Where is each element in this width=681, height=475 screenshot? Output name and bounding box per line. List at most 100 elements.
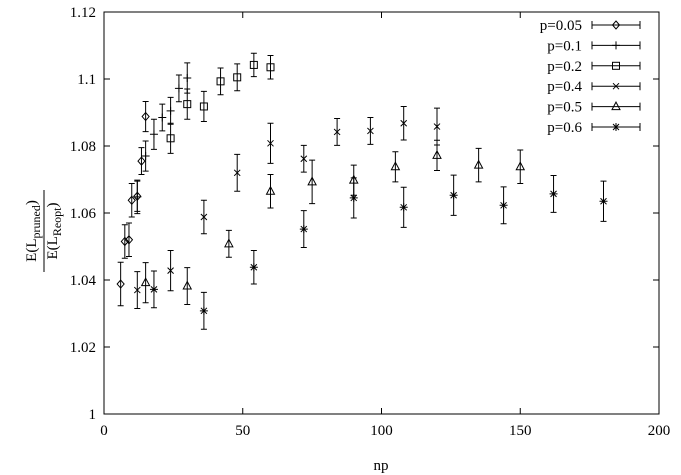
legend: p=0.05 p=0.1 p=0.2 p=0.4 p=0.5 p=0.6 — [540, 18, 641, 136]
diamond-marker — [141, 111, 150, 122]
legend-label: p=0.6 — [547, 120, 582, 136]
x-tick-label: 0 — [100, 423, 108, 439]
data-point — [599, 180, 608, 222]
cross-marker — [200, 213, 208, 221]
data-point — [499, 186, 508, 225]
data-point — [141, 100, 150, 133]
data-point — [224, 229, 234, 258]
y-tick-label: 1.1 — [77, 72, 96, 88]
y-tick-label: 1 — [89, 407, 97, 423]
legend-square-marker — [612, 61, 620, 70]
triangle-marker — [515, 161, 526, 171]
data-point — [473, 147, 484, 183]
error-bar — [117, 261, 124, 307]
legend-label: p=0.1 — [547, 38, 582, 54]
legend-entry: p=0.05 — [540, 18, 641, 34]
square-marker — [183, 100, 192, 109]
data-point — [166, 96, 175, 125]
series-p-0-5 — [140, 139, 526, 305]
legend-entry: p=0.6 — [547, 120, 641, 136]
y-label-numerator-sub: pruned — [29, 205, 43, 238]
square-marker — [249, 60, 258, 69]
data-point — [199, 291, 208, 330]
plus-marker — [166, 106, 175, 115]
data-point — [174, 74, 183, 103]
plus-marker — [141, 152, 150, 161]
data-point — [216, 67, 225, 96]
data-point — [149, 118, 158, 150]
square-marker — [266, 63, 275, 72]
series-p-0-1 — [133, 62, 192, 215]
data-point — [183, 62, 192, 94]
legend-entry: p=0.5 — [547, 100, 641, 116]
series-p-0-2 — [166, 52, 275, 154]
data-point — [449, 174, 458, 216]
legend-triangle-marker — [611, 101, 621, 111]
legend-entry: p=0.1 — [547, 38, 641, 54]
legend-star-marker — [612, 123, 620, 131]
data-point — [140, 262, 151, 304]
error-bar — [217, 67, 224, 96]
plus-marker — [158, 113, 167, 122]
error-bar — [142, 262, 149, 304]
legend-errorbar-sample — [591, 102, 641, 111]
error-bar — [184, 267, 191, 305]
data-point — [249, 250, 258, 285]
data-point — [120, 224, 129, 259]
legend-errorbar-sample — [591, 61, 641, 70]
cross-marker — [233, 169, 241, 177]
data-point — [400, 105, 408, 141]
legend-label: p=0.05 — [540, 18, 582, 34]
series-p-0-4 — [133, 105, 441, 309]
triangle-marker — [307, 176, 317, 186]
data-point — [233, 63, 242, 92]
diamond-marker — [127, 195, 136, 206]
star-marker — [349, 193, 358, 202]
y-tick-label: 1.06 — [70, 206, 97, 222]
triangle-marker — [265, 185, 276, 195]
data-point — [299, 210, 308, 249]
x-tick-label: 100 — [370, 423, 393, 439]
data-point — [249, 52, 258, 78]
cross-marker — [400, 119, 408, 127]
data-point — [399, 186, 408, 228]
cross-marker — [367, 127, 374, 135]
cross-marker — [300, 155, 308, 163]
error-bar — [267, 55, 274, 80]
cross-marker — [133, 286, 141, 294]
svg-text:E(LReopt): E(LReopt) — [45, 203, 64, 260]
data-point — [349, 177, 358, 219]
error-bar — [267, 173, 274, 209]
star-marker — [449, 191, 458, 200]
error-bar — [234, 63, 241, 92]
square-marker — [216, 77, 225, 86]
error-bar — [250, 52, 257, 78]
triangle-marker — [390, 161, 401, 171]
plus-marker — [133, 192, 142, 201]
star-marker — [399, 203, 408, 212]
star-marker — [549, 189, 558, 198]
data-point — [127, 183, 136, 218]
error-bar — [475, 147, 482, 183]
error-bar — [225, 229, 232, 258]
star-marker — [499, 201, 508, 210]
error-bar — [392, 151, 399, 183]
data-point — [158, 103, 167, 132]
error-bar — [121, 224, 128, 259]
data-point — [433, 107, 441, 146]
plus-marker — [149, 130, 158, 139]
diamond-marker — [137, 156, 146, 166]
data-point — [166, 122, 175, 154]
square-marker — [199, 102, 208, 111]
triangle-marker — [224, 238, 234, 248]
cross-marker — [333, 128, 341, 136]
data-point — [307, 159, 317, 205]
y-axis-label: E(Lpruned) E(LReopt) — [24, 190, 64, 272]
data-point — [167, 250, 174, 292]
data-point — [515, 149, 526, 185]
y-tick-label: 1.02 — [70, 340, 96, 356]
triangle-marker — [182, 280, 193, 290]
cross-marker — [167, 267, 174, 274]
svg-text:E(Lpruned): E(Lpruned) — [24, 200, 43, 262]
series-p-0-05 — [116, 100, 150, 307]
